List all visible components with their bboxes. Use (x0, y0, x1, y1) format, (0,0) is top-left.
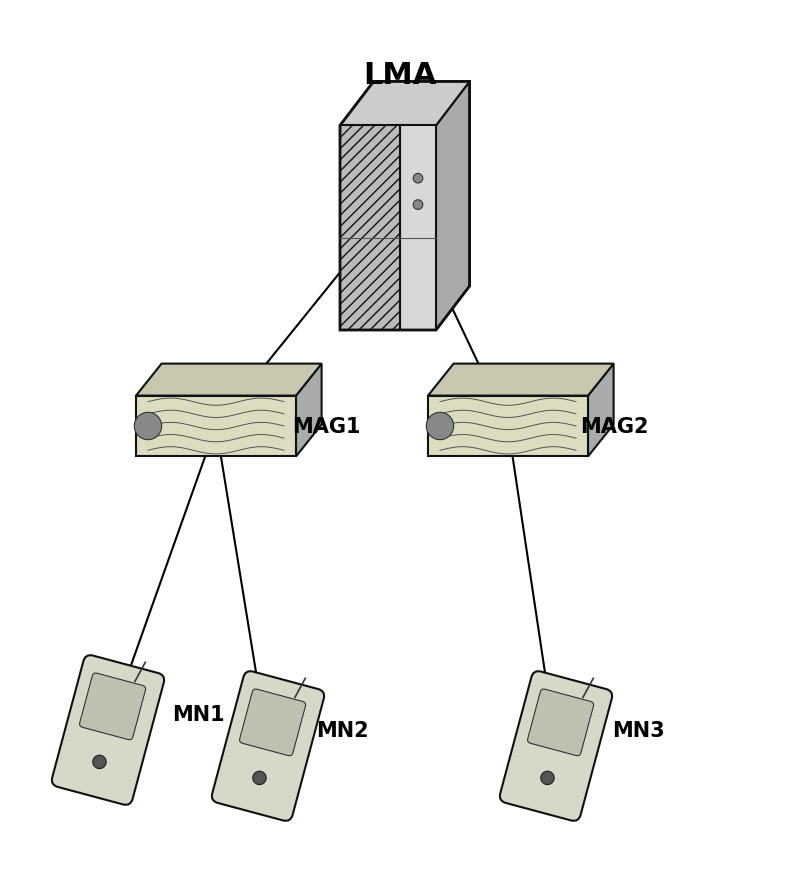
Text: MN2: MN2 (316, 720, 369, 740)
Polygon shape (136, 396, 296, 457)
FancyBboxPatch shape (52, 655, 164, 805)
Circle shape (413, 201, 422, 210)
Circle shape (541, 771, 554, 785)
Polygon shape (428, 364, 614, 396)
Polygon shape (588, 364, 614, 457)
Text: MAG1: MAG1 (292, 417, 361, 437)
FancyBboxPatch shape (79, 674, 146, 740)
FancyBboxPatch shape (239, 689, 306, 756)
Circle shape (134, 413, 162, 440)
FancyBboxPatch shape (527, 689, 594, 756)
Polygon shape (296, 364, 322, 457)
Polygon shape (400, 126, 436, 331)
FancyBboxPatch shape (500, 672, 612, 821)
Text: MN3: MN3 (612, 720, 665, 740)
Text: LMA: LMA (363, 61, 437, 89)
Polygon shape (340, 82, 470, 126)
Circle shape (93, 755, 106, 769)
Polygon shape (340, 126, 400, 331)
Polygon shape (428, 396, 588, 457)
Text: MN1: MN1 (172, 704, 225, 724)
Polygon shape (436, 82, 470, 331)
Circle shape (253, 771, 266, 785)
FancyBboxPatch shape (212, 672, 324, 821)
Text: MAG2: MAG2 (580, 417, 649, 437)
Polygon shape (136, 364, 322, 396)
Circle shape (413, 175, 422, 184)
Circle shape (426, 413, 454, 440)
